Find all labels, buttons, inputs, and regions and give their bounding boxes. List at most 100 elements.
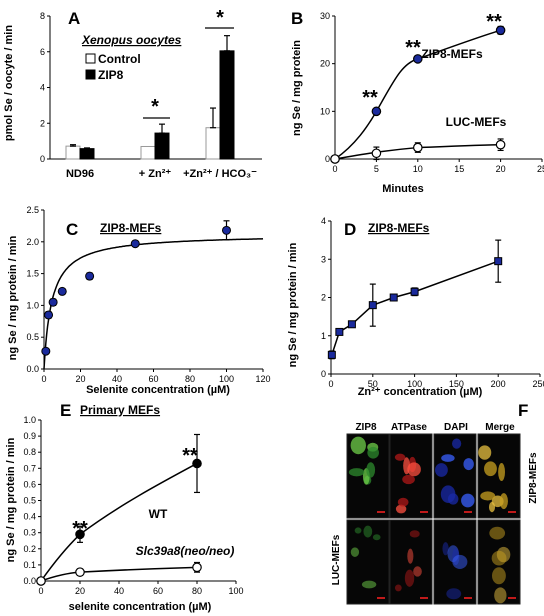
panel-e-series-ko: Slc39a8(neo/neo) — [136, 544, 235, 558]
panel-e-ylabel: ng Se / mg protein / min — [5, 437, 17, 562]
panel-a-category-label: +Zn²⁺ / HCO₃⁻ — [183, 168, 257, 180]
panel-a-sig-1: * — [151, 96, 159, 118]
panel-d-point — [410, 287, 419, 296]
micrograph-cell — [409, 530, 420, 538]
panel-c-xtick-label: 120 — [255, 374, 270, 384]
panel-c-xlabel: Selenite concentration (µM) — [86, 384, 230, 396]
panel-b-sig-1: ** — [362, 87, 378, 109]
panel-c-point — [130, 239, 140, 249]
micrograph-cell — [394, 453, 406, 461]
panel-d-xtick-label: 150 — [449, 379, 464, 389]
micrograph-cell — [366, 462, 376, 478]
panel-d-xtick-label: 0 — [328, 379, 333, 389]
panel-d-point — [347, 320, 356, 329]
panel-f-col-atpase: ATPase — [391, 422, 427, 433]
panel-b-xtick-label: 20 — [496, 164, 506, 174]
panel-a-ytick-label: 4 — [40, 83, 45, 93]
panel-b-xtick-label: 25 — [537, 164, 544, 174]
bar-zip8 — [219, 50, 235, 160]
legend-control-label: Control — [98, 52, 141, 66]
panel-b-xtick-label: 10 — [413, 164, 423, 174]
bar-control — [205, 127, 221, 160]
micrograph-cell — [361, 580, 377, 589]
panel-b-zip8-point — [412, 54, 423, 64]
micrograph-cell — [484, 461, 497, 477]
panel-c-ylabel: ng Se / mg protein / min — [7, 235, 19, 360]
micrograph-cell — [435, 463, 448, 477]
panel-f-col-merge: Merge — [485, 422, 515, 433]
panel-d-title: ZIP8-MEFs — [368, 221, 430, 235]
panel-b-series-luc: LUC-MEFs — [446, 115, 507, 129]
panel-e-xtick-label: 40 — [114, 586, 124, 596]
panel-c-point — [57, 286, 67, 296]
panel-f-row-zip8: ZIP8-MEFs — [528, 452, 539, 504]
panel-d-point — [368, 301, 377, 310]
panel-c-ytick-label: 0.0 — [26, 364, 39, 374]
panel-c-xtick-label: 100 — [219, 374, 234, 384]
micrograph-cell — [480, 491, 496, 501]
micrograph-cell — [440, 485, 456, 503]
micrograph-cell — [350, 547, 360, 557]
panel-b-ytick-label: 10 — [320, 106, 330, 116]
panel-e-xtick-label: 80 — [192, 586, 202, 596]
panel-a-category-label: ND96 — [66, 168, 94, 180]
panel-d-point — [389, 293, 398, 302]
panel-b-xtick-label: 5 — [374, 164, 379, 174]
panel-d-ytick-label: 1 — [321, 331, 326, 341]
panel-f-row-luc: LUC-MEFs — [331, 534, 342, 585]
panel-b-luc-point — [495, 139, 506, 150]
panel-c-ytick-label: 1.5 — [26, 269, 39, 279]
panel-b-zip8-point — [495, 25, 506, 36]
micrograph-cell — [397, 497, 409, 507]
micrograph-cell — [354, 527, 362, 534]
panel-e-xtick-label: 60 — [153, 586, 163, 596]
micrograph-cell — [367, 446, 379, 459]
panel-b-ytick-label: 20 — [320, 59, 330, 69]
panel-e-letter: E — [60, 401, 71, 420]
panel-e-ko-point — [192, 562, 202, 573]
panel-e-ytick-label: 0.3 — [23, 528, 36, 538]
legend-zip8-swatch — [85, 69, 96, 80]
panel-b-zip8-point — [371, 106, 382, 117]
bar-control — [65, 145, 81, 160]
micrograph-cell — [478, 445, 492, 460]
panel-d-xtick-label: 200 — [491, 379, 506, 389]
micrograph-cell — [446, 588, 462, 600]
micrograph-cell — [489, 526, 506, 540]
micrograph-cell — [491, 567, 506, 585]
micrograph-cell — [461, 493, 475, 508]
panel-d-letter: D — [344, 220, 356, 239]
panel-d-point — [494, 257, 503, 266]
panel-d-xlabel: Zn²⁺ concentration (µM) — [358, 386, 483, 398]
panel-c-ytick-label: 0.5 — [26, 332, 39, 342]
panel-e-ko-point — [75, 567, 85, 577]
panel-e-ytick-label: 0.9 — [23, 431, 36, 441]
panel-c-point — [41, 346, 51, 356]
panel-a-ytick-label: 6 — [40, 47, 45, 57]
panel-d-line — [331, 260, 499, 356]
panel-e-title: Primary MEFs — [80, 403, 160, 417]
panel-c-point — [48, 297, 58, 307]
panel-c-xtick-label: 80 — [185, 374, 195, 384]
panel-b-series-zip8: ZIP8-MEFs — [421, 47, 483, 61]
panel-e-ytick-label: 0.5 — [23, 496, 36, 506]
panel-b-luc-point — [412, 142, 423, 153]
micrograph-cell — [442, 542, 449, 556]
panel-b-ytick-label: 0 — [325, 154, 330, 164]
micrograph-cell — [350, 436, 366, 455]
panel-c-letter: C — [66, 220, 78, 239]
panel-c-point — [222, 225, 231, 235]
panel-f-col-dapi: DAPI — [444, 422, 468, 433]
panel-a-category-label: + Zn²⁺ — [139, 168, 172, 180]
micrograph-tile — [346, 519, 390, 605]
panel-c-ytick-label: 2.0 — [26, 237, 39, 247]
panel-e-ytick-label: 0.4 — [23, 512, 36, 522]
panel-c-xtick-label: 0 — [41, 374, 46, 384]
micrograph-cell — [395, 504, 407, 514]
panel-d-xtick-label: 100 — [407, 379, 422, 389]
panel-e-xtick-label: 20 — [75, 586, 85, 596]
micrograph-cell — [404, 569, 415, 587]
panel-e-ko-curve — [40, 566, 198, 582]
panel-b-sig-2: ** — [405, 37, 421, 59]
